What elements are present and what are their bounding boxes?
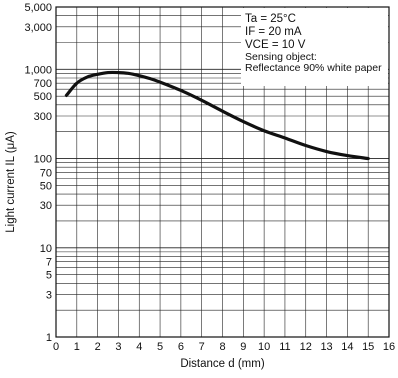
x-tick-label: 3: [115, 341, 121, 353]
y-tick-label: 30: [40, 200, 52, 212]
legend-ta: Ta = 25°C: [245, 13, 296, 25]
x-tick-label: 15: [362, 341, 374, 353]
x-axis-title: Distance d (mm): [180, 358, 265, 370]
x-tick-label: 16: [383, 341, 395, 353]
x-tick-label: 12: [300, 341, 312, 353]
x-tick-label: 0: [53, 341, 59, 353]
series-layer: [64, 70, 370, 161]
y-tick-label: 500: [34, 91, 52, 103]
x-tick-label: 6: [178, 341, 184, 353]
y-tick-label: 1: [46, 332, 52, 344]
y-axis-title: Light current IL (μA): [5, 131, 17, 233]
y-tick-label: 1,000: [24, 64, 52, 76]
y-tick-label: 100: [34, 154, 52, 166]
legend-background: [241, 8, 388, 86]
legend-sensing-label: Sensing object:: [245, 51, 317, 63]
legend-sensing-value: Reflectance 90% white paper: [245, 62, 382, 74]
y-tick-label: 5: [46, 270, 52, 282]
x-tick-label: 7: [199, 341, 205, 353]
x-tick-label: 8: [219, 341, 225, 353]
x-tick-label: 9: [240, 341, 246, 353]
x-tick-label: 4: [136, 341, 142, 353]
legend-if: IF = 20 mA: [245, 26, 302, 38]
axes-labels: 0 1 2 3 4 5 6 7 8 9 10 11 12 13 14 15 161357103050701003…: [5, 2, 395, 370]
y-tick-label: 10: [40, 243, 52, 255]
x-tick-label: 1: [74, 341, 80, 353]
x-tick-label: 14: [341, 341, 353, 353]
x-tick-label: 5: [157, 341, 163, 353]
y-tick-label: 5,000: [24, 2, 52, 14]
y-tick-label: 700: [34, 78, 52, 90]
x-tick-label: 11: [279, 341, 290, 353]
plot-frame: [55, 6, 390, 338]
y-tick-label: 7: [46, 257, 52, 269]
y-tick-label: 3,000: [24, 22, 52, 34]
x-tick-label: 13: [320, 341, 332, 353]
y-tick-label: 50: [40, 180, 52, 192]
y-tick-label: 70: [40, 167, 52, 179]
y-tick-label: 300: [34, 111, 52, 123]
y-tick-label: 3: [46, 289, 52, 301]
legend-vce: VCE = 10 V: [245, 39, 306, 51]
x-tick-label: 10: [258, 341, 270, 353]
x-tick-label: 2: [95, 341, 101, 353]
series-line-light-current: [64, 70, 370, 161]
